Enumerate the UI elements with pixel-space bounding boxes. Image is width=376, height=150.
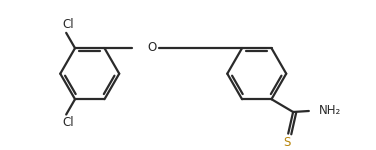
Text: O: O — [147, 41, 156, 54]
Text: Cl: Cl — [62, 117, 74, 129]
Text: Cl: Cl — [62, 18, 74, 31]
Text: S: S — [284, 136, 291, 149]
Text: NH₂: NH₂ — [319, 105, 341, 117]
